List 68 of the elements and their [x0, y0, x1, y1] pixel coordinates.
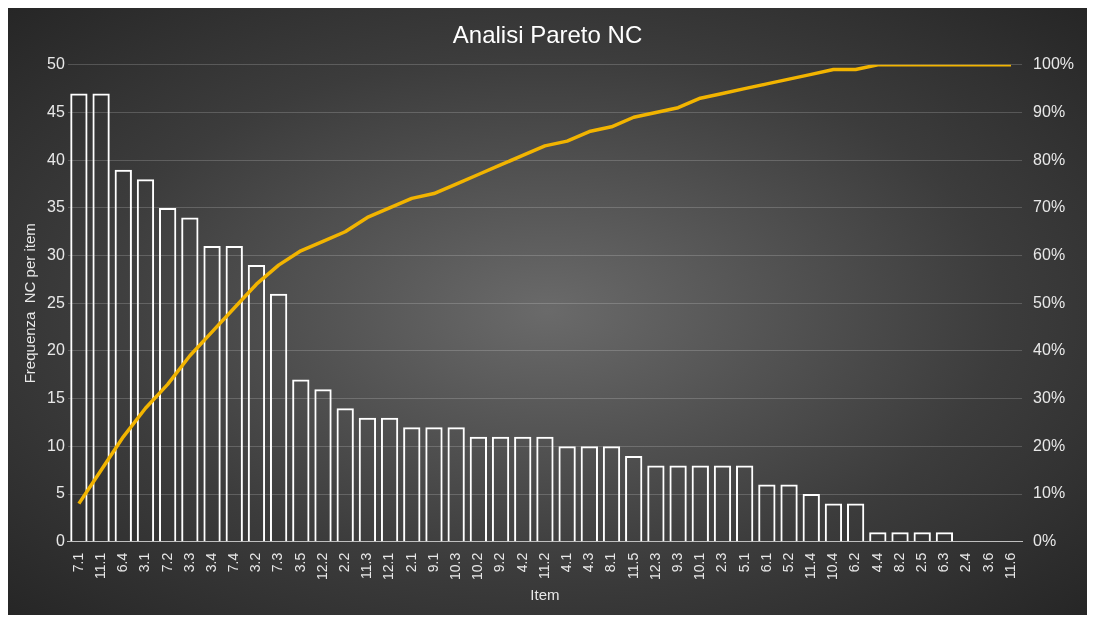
- y2-tick-label: 100%: [1033, 55, 1074, 73]
- x-tick-label: 10.3: [447, 552, 464, 580]
- x-tick-label: 4.1: [557, 552, 574, 573]
- chart-title: Analisi Pareto NC: [452, 21, 643, 49]
- x-tick-label: 5.2: [779, 552, 796, 573]
- y-tick-label: 5: [55, 484, 65, 502]
- x-tick-label: 6.3: [935, 552, 952, 573]
- x-tick-label: 5.1: [735, 552, 752, 573]
- x-tick-label: 7.2: [158, 552, 175, 573]
- x-tick-label: 4.3: [580, 552, 597, 573]
- x-tick-label: 3.1: [136, 552, 153, 573]
- y-tick-label: 0: [55, 532, 65, 550]
- y-tick-label: 30: [47, 245, 65, 263]
- y2-tick-label: 70%: [1033, 198, 1066, 216]
- x-tick-label: 2.1: [402, 552, 419, 573]
- y-tick-label: 15: [47, 389, 65, 407]
- x-tick-label: 3.2: [247, 552, 264, 573]
- x-tick-label: 2.4: [957, 552, 974, 573]
- x-tick-label: 9.2: [491, 552, 508, 573]
- x-tick-label: 6.1: [757, 552, 774, 573]
- x-tick-label: 11.1: [91, 552, 108, 579]
- x-tick-label: 8.1: [602, 552, 619, 573]
- y2-tick-label: 80%: [1033, 150, 1066, 168]
- x-tick-label: 6.4: [114, 552, 131, 573]
- x-tick-label: 10.1: [691, 552, 708, 580]
- y2-tick-label: 0%: [1033, 532, 1057, 550]
- y2-tick-label: 20%: [1033, 436, 1066, 454]
- x-tick-label: 8.2: [890, 552, 907, 573]
- x-tick-label: 9.3: [668, 552, 685, 573]
- x-tick-label: 10.2: [469, 552, 486, 580]
- x-tick-label: 11.4: [802, 552, 819, 579]
- x-tick-label: 11.5: [624, 552, 641, 579]
- x-tick-label: 3.6: [979, 552, 996, 573]
- y2-tick-label: 90%: [1033, 102, 1066, 120]
- x-tick-label: 11.6: [1001, 552, 1018, 579]
- y2-tick-label: 30%: [1033, 389, 1066, 407]
- x-tick-label: 12.1: [380, 552, 397, 580]
- x-tick-label: 4.4: [868, 552, 885, 573]
- x-tick-label: 11.3: [358, 552, 375, 579]
- x-tick-label: 7.3: [269, 552, 286, 573]
- y-tick-label: 50: [47, 55, 65, 73]
- x-tick-label: 3.3: [180, 552, 197, 573]
- x-tick-label: 3.5: [291, 552, 308, 573]
- y2-tick-label: 60%: [1033, 245, 1066, 263]
- y-tick-label: 10: [47, 436, 65, 454]
- y-tick-label: 45: [47, 102, 65, 120]
- y2-tick-label: 40%: [1033, 341, 1066, 359]
- x-tick-label: 11.2: [535, 552, 552, 579]
- x-tick-label: 7.4: [225, 552, 242, 573]
- x-axis-title: Item: [530, 586, 560, 604]
- x-tick-label: 10.4: [824, 552, 841, 580]
- x-tick-label: 2.3: [713, 552, 730, 573]
- y-tick-label: 35: [47, 198, 65, 216]
- y-tick-label: 40: [47, 150, 65, 168]
- x-tick-label: 6.2: [846, 552, 863, 573]
- y-tick-label: 20: [47, 341, 65, 359]
- y2-tick-label: 50%: [1033, 293, 1066, 311]
- x-tick-label: 7.1: [69, 552, 86, 573]
- y-axis-title: Frequenza NC per item: [21, 223, 39, 384]
- x-tick-label: 12.2: [313, 552, 330, 580]
- y-tick-label: 25: [47, 293, 65, 311]
- y2-tick-label: 10%: [1033, 484, 1066, 502]
- x-tick-label: 3.4: [202, 552, 219, 573]
- x-tick-label: 2.2: [336, 552, 353, 573]
- x-tick-label: 9.1: [424, 552, 441, 573]
- x-tick-label: 4.2: [513, 552, 530, 573]
- x-tick-label: 12.3: [646, 552, 663, 580]
- x-tick-label: 2.5: [913, 552, 930, 573]
